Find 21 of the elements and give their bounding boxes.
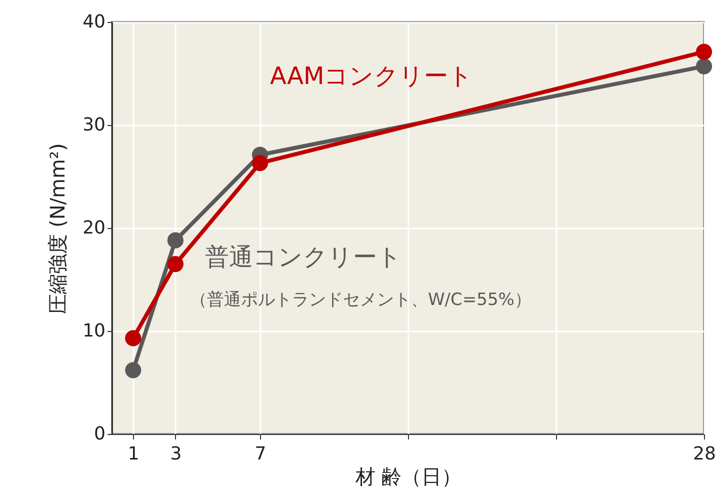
y-tick-label: 20	[82, 218, 106, 238]
y-tick-label: 30	[82, 114, 106, 136]
x-tick-label: 1	[128, 444, 140, 464]
series-label: AAMコンクリート	[270, 62, 474, 90]
point	[167, 256, 184, 272]
annotation: （普通ポルトランドセメント、W/C=55%）	[190, 290, 532, 310]
point	[125, 330, 142, 346]
x-axis-title: 材 齢（日）	[354, 464, 462, 488]
y-axis-title: 圧縮強度 (N/mm²)	[46, 143, 70, 314]
point	[696, 58, 712, 74]
y-tick-label: 0	[94, 424, 106, 444]
point	[125, 362, 142, 378]
x-tick-label: 7	[254, 444, 266, 464]
y-tick-label: 10	[82, 320, 106, 342]
point	[696, 44, 712, 60]
series-label: 普通コンクリート	[205, 243, 402, 271]
point	[167, 232, 184, 248]
x-tick-label: 3	[170, 444, 182, 464]
point	[252, 155, 268, 172]
x-tick-label: 28	[693, 444, 716, 464]
y-tick-label: 40	[82, 12, 106, 32]
